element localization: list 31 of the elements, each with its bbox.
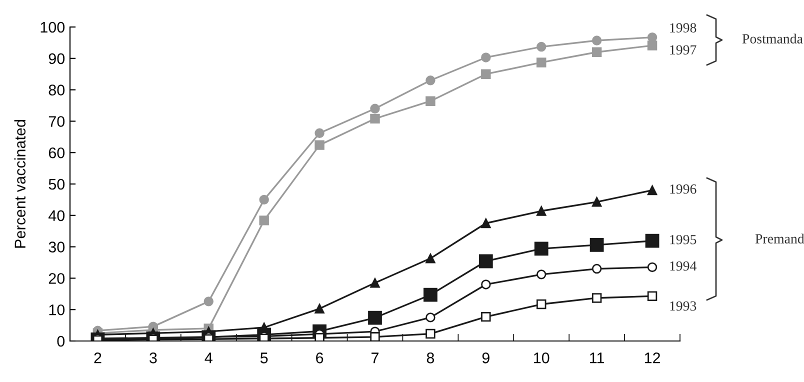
x-tick-label: 10 (534, 352, 550, 364)
series-label: 1994 (670, 261, 696, 271)
x-tick-label: 9 (482, 352, 490, 364)
y-tick-label: 60 (48, 147, 65, 158)
y-tick-label: 10 (49, 304, 65, 316)
series-label: 1995 (670, 234, 696, 244)
y-tick-label: 70 (48, 116, 65, 127)
y-tick-label: 30 (48, 242, 65, 252)
x-tick-label: 2 (94, 352, 102, 364)
series-label: 1993 (670, 301, 696, 311)
y-axis-title: Percent vaccinated (14, 120, 26, 248)
x-tick-label: 5 (260, 352, 268, 364)
series-label: 1998 (670, 23, 696, 33)
x-tick-label: 4 (204, 352, 212, 364)
y-tick-label: 20 (48, 273, 65, 284)
y-tick-label: 100 (40, 22, 65, 33)
y-tick-label: 0 (57, 336, 65, 347)
series-label: 1997 (670, 45, 696, 55)
series-label: 1996 (670, 184, 696, 194)
text: Postmanda (742, 34, 803, 44)
y-tick-label: 50 (48, 178, 65, 190)
y-tick-label: 40 (48, 210, 65, 222)
y-tick-label: 80 (48, 84, 65, 96)
x-tick-label: 7 (372, 352, 378, 364)
text: Premand (755, 234, 804, 244)
y-tick-label: 90 (48, 53, 65, 64)
x-tick-label: 11 (590, 352, 604, 364)
x-tick-label: 8 (426, 352, 434, 364)
x-tick-label: 12 (644, 352, 660, 364)
x-tick-label: 6 (316, 352, 324, 364)
x-tick-label: 3 (150, 352, 157, 364)
